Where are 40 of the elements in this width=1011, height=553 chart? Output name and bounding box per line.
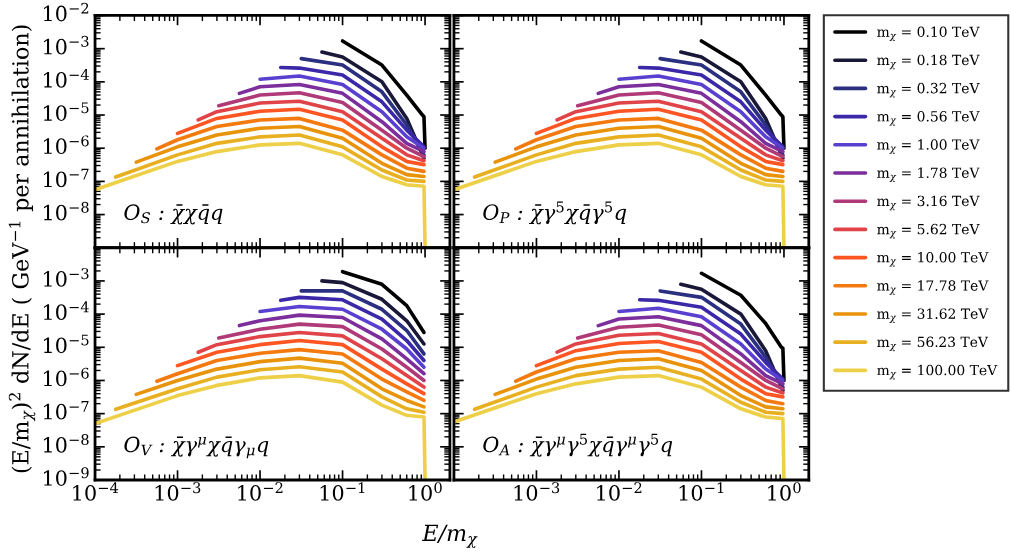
y-tick-label: 10$^{−6}$ (43, 135, 89, 155)
legend-label: m$_{χ}$ = 0.32 TeV (877, 82, 980, 98)
y-tick-label: 10$^{−7}$ (43, 401, 89, 420)
legend-label: m$_{χ}$ = 56.23 TeV (877, 336, 989, 352)
y-tick-label: 10$^{−5}$ (43, 102, 89, 121)
legend-label: m$_{χ}$ = 1.00 TeV (877, 139, 980, 154)
y-tick-label: 10$^{−6}$ (43, 367, 89, 387)
legend-label: m$_{χ}$ = 17.78 TeV (877, 280, 989, 295)
annotation: O$_{P}$ : χ̄γ$^{5}$χq̄γ$^{5}$q (483, 201, 627, 225)
y-tick-label: 10$^{−2}$ (43, 2, 89, 22)
y-tick-label: 10$^{−3}$ (43, 268, 89, 287)
x-tick-label: 10$^{−3}$ (514, 482, 560, 501)
y-tick-label: 10$^{−4}$ (43, 301, 89, 320)
x-tick-label: 10$^{−1}$ (679, 482, 724, 501)
x-tick-label: 10$^{−2}$ (597, 482, 642, 501)
y-tick-label: 10$^{−4}$ (43, 69, 89, 88)
legend-label: m$_{χ}$ = 1.78 TeV (877, 167, 980, 183)
legend-label: m$_{χ}$ = 0.18 TeV (877, 54, 980, 70)
x-tick-label: 10$^{0}$ (409, 482, 442, 501)
legend-label: m$_{χ}$ = 31.62 TeV (877, 308, 989, 324)
y-tick-label: 10$^{−8}$ (43, 201, 89, 221)
x-tick-label: 10$^{−2}$ (238, 482, 283, 501)
legend-label: m$_{χ}$ = 100.00 TeV (877, 364, 998, 380)
legend-label: m$_{χ}$ = 0.56 TeV (877, 111, 980, 126)
x-tick-label: 10$^{−3}$ (155, 482, 201, 501)
legend-label: m$_{χ}$ = 0.10 TeV (877, 26, 980, 42)
legend-label: m$_{χ}$ = 5.62 TeV (877, 223, 980, 239)
y-tick-label: 10$^{−5}$ (43, 334, 89, 354)
y-tick-label: 10$^{−3}$ (43, 35, 89, 55)
y-axis-title: (E/m$_{χ}$)$^{2}$ dN/dE ( GeV$^{−1}$ per annihilation) (8, 25, 36, 473)
annotation: O$_{V}$ : χ̄γ$^{μ}$χq̄γ$_{μ}$q (124, 436, 269, 459)
legend-label: m$_{χ}$ = 10.00 TeV (877, 252, 989, 267)
x-tick-label: 10$^{−1}$ (320, 482, 365, 501)
y-tick-label: 10$^{−7}$ (43, 168, 89, 188)
x-axis-title: E/m$_{χ}$ (422, 524, 478, 548)
legend-label: m$_{χ}$ = 3.16 TeV (877, 195, 980, 211)
x-tick-label: 10$^{0}$ (768, 482, 801, 501)
annotation: O$_{S}$ : χ̄χq̄q (124, 204, 223, 225)
y-tick-label: 10$^{−8}$ (43, 434, 89, 453)
text: O$_{A}$ : χ̄γ$^{μ}$γ$^{5}$χq̄γ$^{μ}$γ$^{5}$q (483, 433, 673, 457)
